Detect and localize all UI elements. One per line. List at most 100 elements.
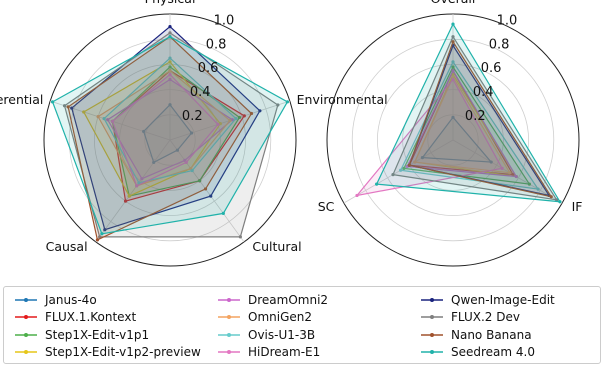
legend-item: FLUX.2 Dev (420, 309, 555, 327)
data-point (96, 115, 100, 119)
data-point (555, 198, 559, 202)
data-point (514, 174, 518, 179)
series-polygon (103, 57, 237, 184)
series-janus-4o (142, 103, 194, 165)
series-flux-2-dev (62, 31, 280, 239)
data-point (391, 173, 395, 177)
series-polygon (421, 116, 493, 163)
data-point (242, 114, 246, 118)
series-polygon (142, 103, 193, 164)
axis-label: Referential (0, 92, 43, 107)
axis-label: Physical (145, 0, 196, 6)
data-point (198, 179, 202, 183)
data-point (82, 110, 86, 114)
legend-item: Ovis-U1-3B (217, 326, 328, 344)
legend-item: Nano Banana (420, 326, 555, 344)
data-point (228, 118, 232, 123)
axis-label: IF (572, 199, 583, 214)
series-hidream-e1 (355, 77, 504, 198)
data-point (249, 111, 254, 116)
data-point (190, 168, 194, 173)
legend-swatch (421, 297, 443, 302)
data-point (407, 163, 411, 167)
data-point (238, 235, 242, 239)
radar-chart-1: 0.2 0.4 0.6 0.8 1.0 Physical Environmental Cult… (0, 0, 388, 267)
data-point (276, 103, 280, 107)
series-polygon (375, 22, 562, 203)
series-hidream-e1 (110, 72, 220, 188)
data-point (110, 119, 115, 123)
legend-swatch (218, 350, 240, 355)
series-step1x-edit-v1p1 (110, 65, 242, 198)
legend-label: Ovis-U1-3B (248, 327, 316, 342)
series-polygon (402, 65, 531, 185)
radial-tick-label: 0.2 (182, 109, 203, 124)
axis-label: Environmental (297, 92, 388, 107)
legend-column-1: Janus-4o FLUX.1.Kontext Step1X-Edit-v1p1 St… (14, 291, 201, 361)
data-point (100, 232, 104, 236)
radial-tick-label: 1.0 (214, 13, 235, 28)
legend-swatch (15, 350, 37, 355)
radar-spoke (50, 100, 171, 141)
legend-swatch (421, 332, 443, 337)
series-ovis-u1-3b (102, 56, 238, 185)
legend-swatch (15, 332, 37, 337)
radar-spoke (95, 139, 171, 243)
legend-item: FLUX.1.Kontext (14, 309, 201, 327)
data-point (500, 166, 504, 170)
data-point (216, 122, 220, 127)
legend-swatch (421, 350, 443, 355)
axis-label: Overall (431, 0, 476, 6)
axis-label: Causal (46, 239, 88, 254)
radial-tick-label: 0.8 (206, 37, 227, 52)
radial-tick-label: 0.8 (489, 37, 510, 52)
legend-label: Nano Banana (451, 327, 532, 342)
radial-tick-label: 0.4 (190, 85, 211, 100)
legend-swatch (15, 315, 37, 320)
data-point (451, 69, 455, 73)
radial-tick-label: 0.6 (481, 61, 502, 76)
legend-item: Step1X-Edit-v1p1 (14, 326, 201, 344)
data-point (451, 75, 455, 79)
radial-tick-label: 0.4 (473, 85, 494, 100)
legend-column-2: DreamOmni2 OmniGen2 Ovis-U1-3B HiDream-E1 (217, 291, 328, 361)
data-point (189, 131, 194, 135)
data-point (62, 104, 67, 108)
series-polygon (408, 40, 553, 198)
series-janus-4o (420, 115, 493, 164)
data-point (451, 60, 455, 64)
data-point (70, 106, 74, 110)
series-step1x-edit-v1p1 (402, 65, 531, 186)
data-point (168, 60, 172, 64)
series-polygon (355, 78, 504, 197)
series-dreamomni2 (405, 69, 518, 179)
legend-label: OmniGen2 (248, 310, 312, 325)
series-polygon (111, 73, 219, 187)
data-point (123, 199, 128, 203)
legend-item: Janus-4o (14, 291, 201, 309)
legend-label: Janus-4o (45, 292, 97, 307)
figure-canvas: 0.2 0.4 0.6 0.8 1.0 Physical Environmental Cult… (0, 0, 583, 267)
data-point (168, 35, 172, 39)
data-point (175, 148, 180, 152)
series-polygon (67, 35, 253, 241)
legend-label: Step1X-Edit-v1p1 (45, 327, 150, 342)
axis-label: Cultural (252, 239, 301, 254)
data-point (285, 100, 290, 104)
data-point (402, 166, 406, 170)
data-point (135, 184, 139, 188)
data-point (102, 116, 106, 121)
data-point (221, 211, 225, 215)
data-point (451, 65, 455, 69)
data-point (489, 160, 493, 164)
series-polygon (413, 75, 511, 174)
data-point (98, 235, 102, 239)
legend-item: Qwen-Image-Edit (420, 291, 555, 309)
data-point (168, 56, 172, 60)
data-point (527, 182, 531, 186)
radar-spoke (169, 139, 245, 243)
series-polygon (406, 69, 518, 178)
data-point (451, 115, 455, 119)
data-point (258, 109, 262, 113)
data-point (209, 194, 213, 198)
